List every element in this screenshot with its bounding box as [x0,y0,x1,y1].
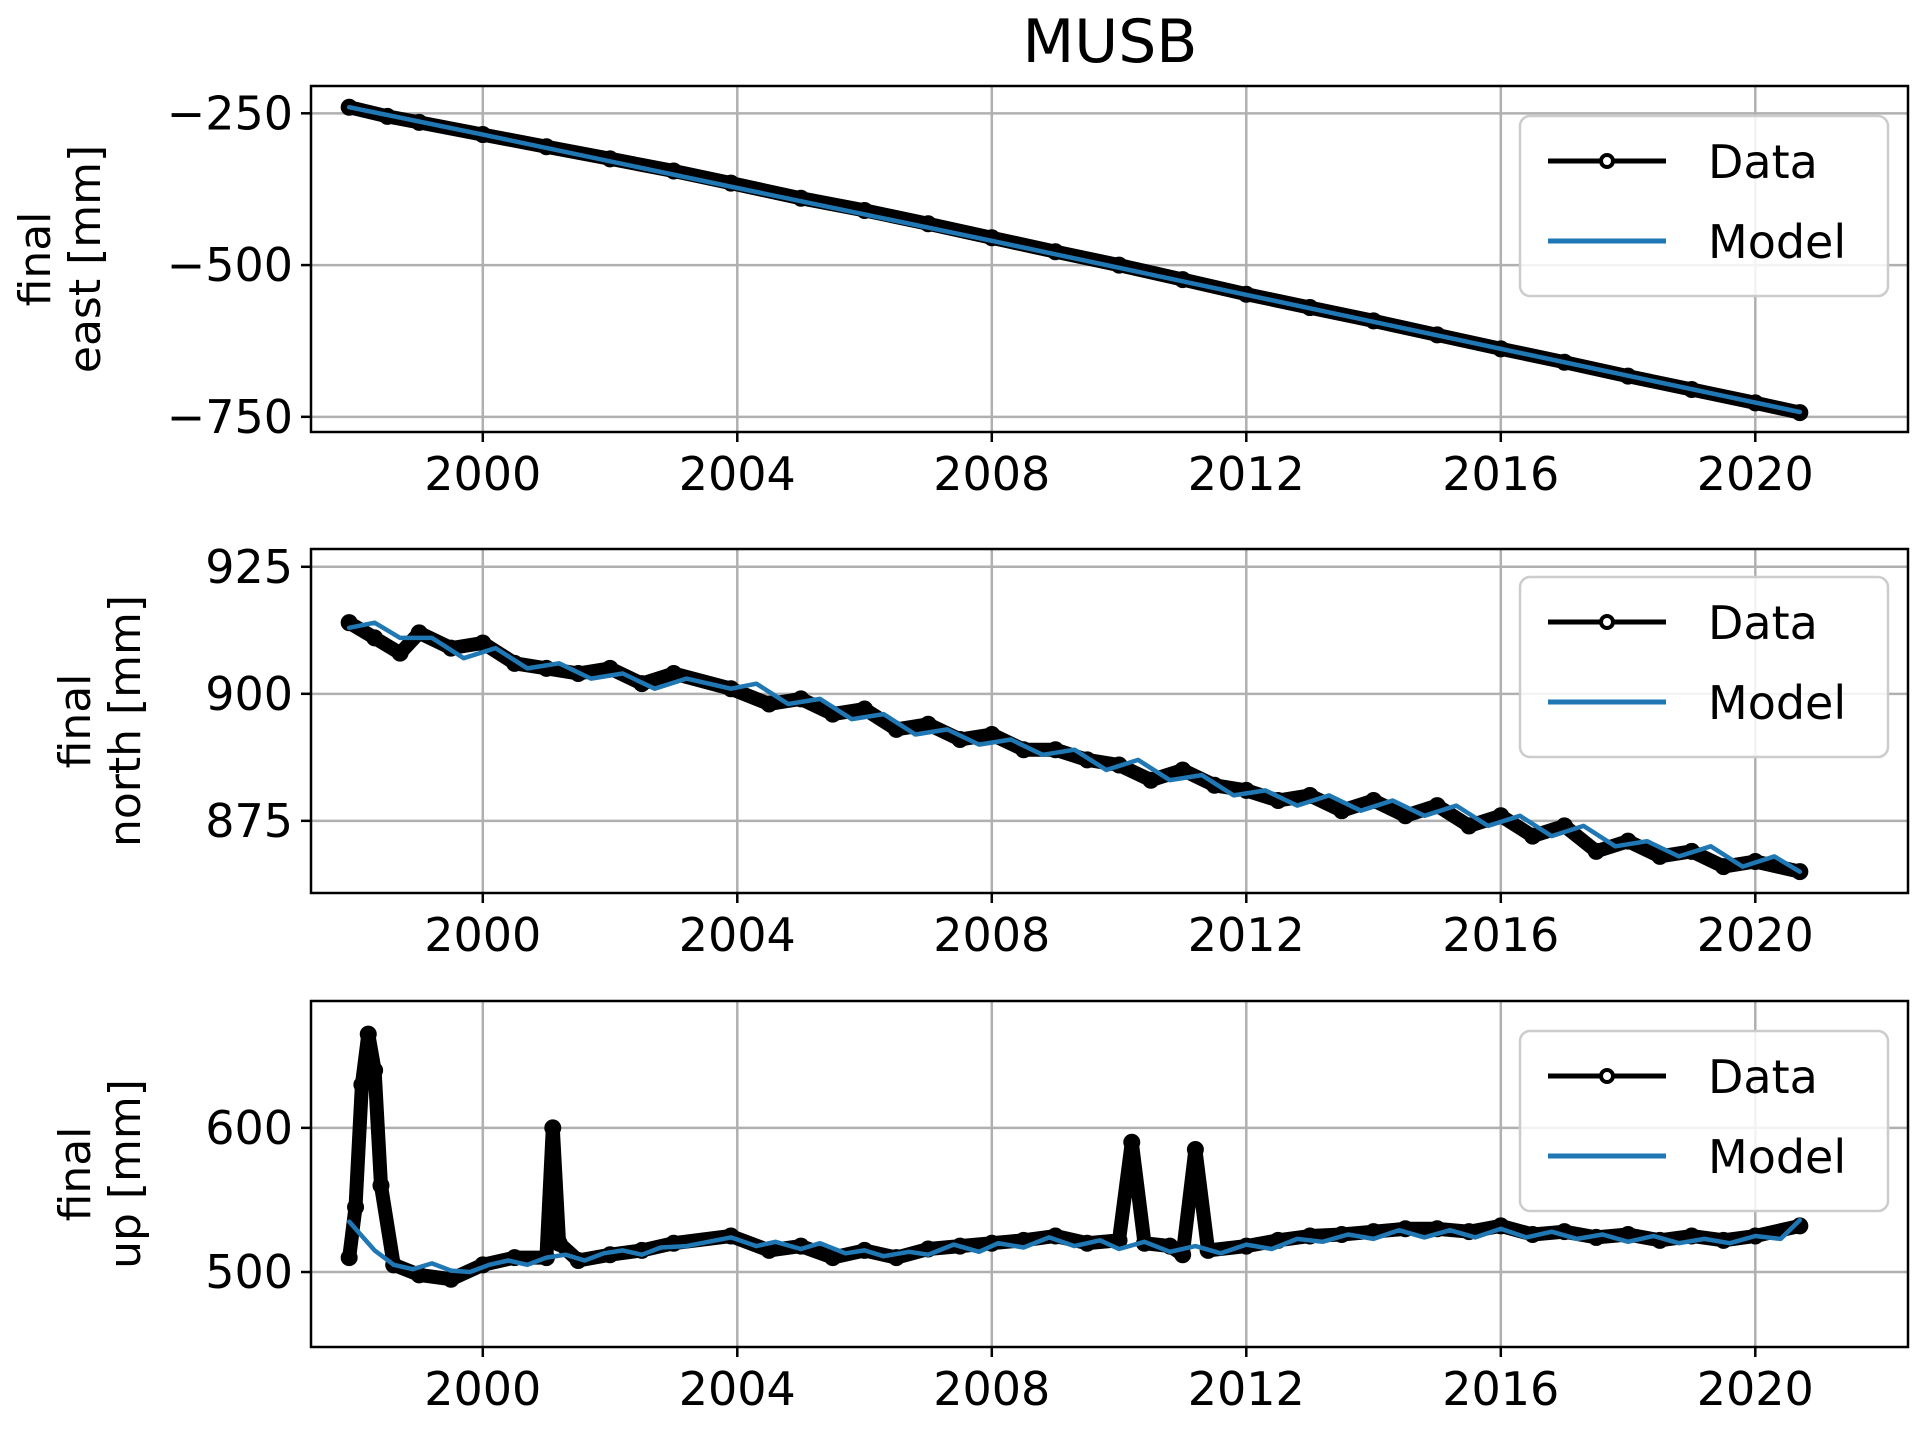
x-tick-label: 2016 [1442,1362,1559,1416]
y-axis-label: final [50,674,101,769]
data-point [1492,1217,1510,1235]
model-series-line [346,104,1803,415]
data-point [1587,842,1605,860]
data-point [887,1249,905,1267]
chart-title: MUSB [1023,7,1198,77]
model-series-line [346,620,1803,874]
legend-label-data: Data [1708,1050,1818,1104]
x-tick-label: 2020 [1697,447,1814,501]
x-tick-label: 2020 [1697,1362,1814,1416]
x-tick-label: 2020 [1697,908,1814,962]
y-axis-label: final [50,1127,101,1222]
data-point [1142,771,1160,789]
data-point [366,1061,384,1079]
data-point [340,1249,358,1267]
plot-area [340,614,1809,881]
x-tick-label: 2008 [933,908,1050,962]
x-tick-label: 2008 [933,447,1050,501]
data-point [1714,858,1732,876]
data-point [1123,1133,1141,1151]
data-point [372,1177,390,1195]
y-tick-label: −750 [167,390,293,444]
data-point [665,1234,683,1252]
x-tick-label: 2016 [1442,447,1559,501]
data-point [1301,1227,1319,1245]
data-point [760,695,778,713]
x-tick-label: 2016 [1442,908,1559,962]
legend-label-model: Model [1708,1130,1846,1184]
panel-3: 2000 2004 2008 2012 2016 2020 600 500 final up [m… [50,999,1910,1416]
data-point [856,201,874,219]
legend-box [1518,575,1890,759]
legend-label-data: Data [1708,135,1818,189]
x-tick-label: 2000 [424,1362,541,1416]
x-tick-label: 2004 [679,447,796,501]
plot-frame [309,547,1910,895]
x-tick-label: 2004 [679,1362,796,1416]
x-tick-label: 2012 [1188,908,1305,962]
legend-label-model: Model [1708,215,1846,269]
legend: Data Model [1518,575,1890,759]
legend-label-data: Data [1708,596,1818,650]
data-point [359,1025,377,1043]
y-axis-label: up [mm] [100,1079,151,1269]
plot-frame [309,999,1910,1349]
legend-data-marker [1599,1068,1615,1084]
y-axis-label: east [mm] [60,145,111,373]
data-series-line [342,1027,1807,1287]
model-series-line [346,1217,1803,1275]
x-tick-label: 2012 [1188,1362,1305,1416]
data-point [919,215,937,233]
x-tick-label: 2000 [424,447,541,501]
y-tick-label: −500 [167,238,293,292]
y-tick-label: 500 [205,1245,293,1299]
legend-data-marker [1599,614,1615,630]
data-point [722,1227,740,1245]
x-tick-label: 2008 [933,1362,1050,1416]
y-axis-label: final [10,212,61,307]
plot-area [340,98,1809,422]
data-series-line [342,615,1807,879]
y-tick-label: 900 [205,667,293,721]
plot-area [340,1025,1809,1288]
y-tick-label: 600 [205,1101,293,1155]
data-point [1791,863,1809,881]
x-tick-label: 2012 [1188,447,1305,501]
legend-data-marker [1599,153,1615,169]
data-point [366,629,384,647]
data-point [506,1249,524,1267]
y-tick-label: 875 [205,794,293,848]
data-point [550,1234,568,1252]
panel-2: 2000 2004 2008 2012 2016 2020 925 900 875 final no… [50,540,1910,962]
panel-1: 2000 2004 2008 2012 2016 2020 −250 −500 −750 fina… [10,84,1910,501]
data-point [1460,817,1478,835]
y-tick-label: −250 [167,86,293,140]
x-tick-label: 2000 [424,908,541,962]
data-point [1524,827,1542,845]
data-point [391,644,409,662]
data-point [1186,1140,1204,1158]
data-point [347,1198,365,1216]
legend: Data Model [1518,1029,1890,1213]
plot-frame [309,84,1910,434]
legend: Data Model [1518,114,1890,298]
x-tick-label: 2004 [679,908,796,962]
data-point [544,1119,562,1137]
legend-box [1518,114,1890,298]
data-point [353,1076,371,1094]
legend-box [1518,1029,1890,1213]
legend-label-model: Model [1708,676,1846,730]
y-axis-label: north [mm] [100,595,151,847]
y-tick-label: 925 [205,540,293,594]
